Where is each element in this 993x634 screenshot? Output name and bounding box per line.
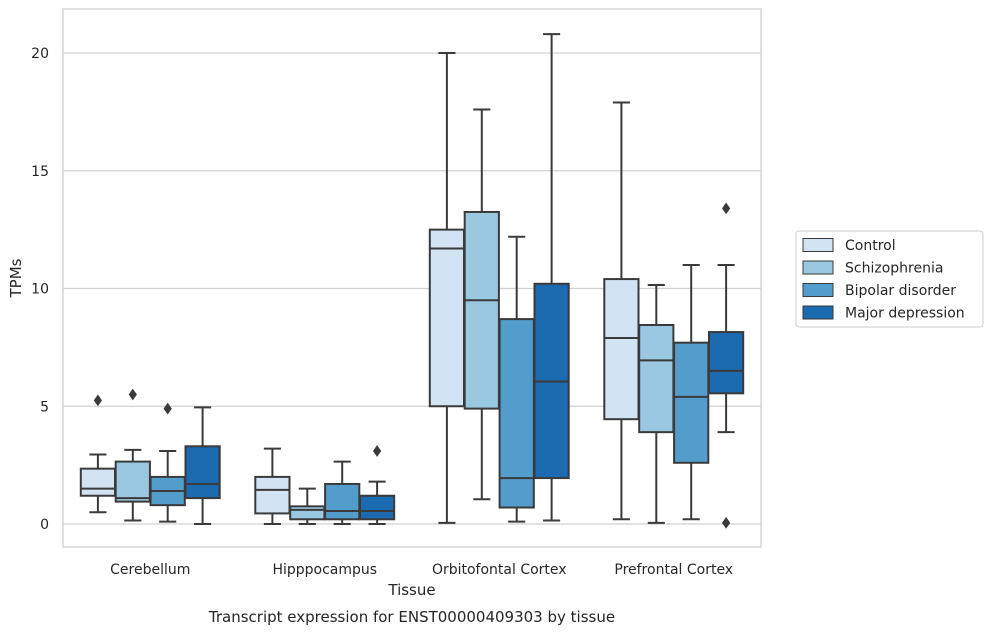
box-body [289,505,326,521]
x-tick-label: Prefrontal Cortex [614,562,733,578]
box-2-3 [533,33,570,522]
outlier-point [372,445,382,457]
box-0-3 [184,406,221,525]
y-tick-labels: 0 5 10 15 20 [31,46,49,533]
plot-frame [62,8,762,548]
box-body [603,278,640,421]
box-body [254,475,291,515]
outlier-point [163,402,172,415]
x-tick-label: Orbitofontal Cortex [432,562,567,578]
legend-swatch [802,305,834,320]
legend: Control Schizophrenia Bipolar disorder Majo… [795,230,984,328]
y-tick-label: 0 [40,517,49,533]
x-tick-label: Cerebellum [110,562,190,578]
legend-frame [795,230,984,328]
outlier-point [93,394,103,407]
box-body [707,331,745,395]
x-tick-labels: Cerebellum Hipppocampus Orbitofontal Corte… [110,562,733,578]
y-tick-label: 20 [31,46,49,62]
box-2-2 [498,235,535,523]
legend-swatch [802,283,834,297]
boxes [79,33,745,529]
chart-caption: Transcript expression for ENST0000040930… [208,608,615,626]
x-axis-label: Tissue [387,581,435,599]
box-1-2 [324,460,361,525]
outlier-point [721,516,731,529]
outlier-point [721,202,731,215]
box-3-3 [707,202,745,529]
y-axis-label: TPMs [7,258,25,298]
box-body [498,318,535,509]
box-body [114,460,151,503]
box-1-3 [358,445,396,525]
box-3-2 [673,263,710,521]
box-body [673,341,710,464]
legend-swatch [802,260,834,275]
y-tick-label: 10 [31,282,49,298]
legend-swatch [802,238,834,252]
legend-label: Bipolar disorder [845,283,956,299]
box-1-0 [254,447,291,525]
box-0-0 [79,394,117,514]
box-body [324,482,361,521]
legend-label: Schizophrenia [845,261,943,277]
box-2-1 [463,108,500,501]
gridlines [63,52,761,525]
box-body [428,228,466,408]
y-tick-label: 15 [31,164,49,180]
box-body [463,210,500,410]
box-body [358,494,396,521]
box-body [184,445,221,500]
box-body [79,467,117,497]
legend-label: Major depression [845,306,965,322]
y-tick-label: 5 [40,399,49,415]
x-tick-label: Hipppocampus [272,562,377,578]
outlier-point [128,388,137,401]
box-body [638,324,675,434]
legend-label: Control [845,238,896,254]
box-2-0 [428,52,466,524]
box-3-1 [638,283,675,524]
